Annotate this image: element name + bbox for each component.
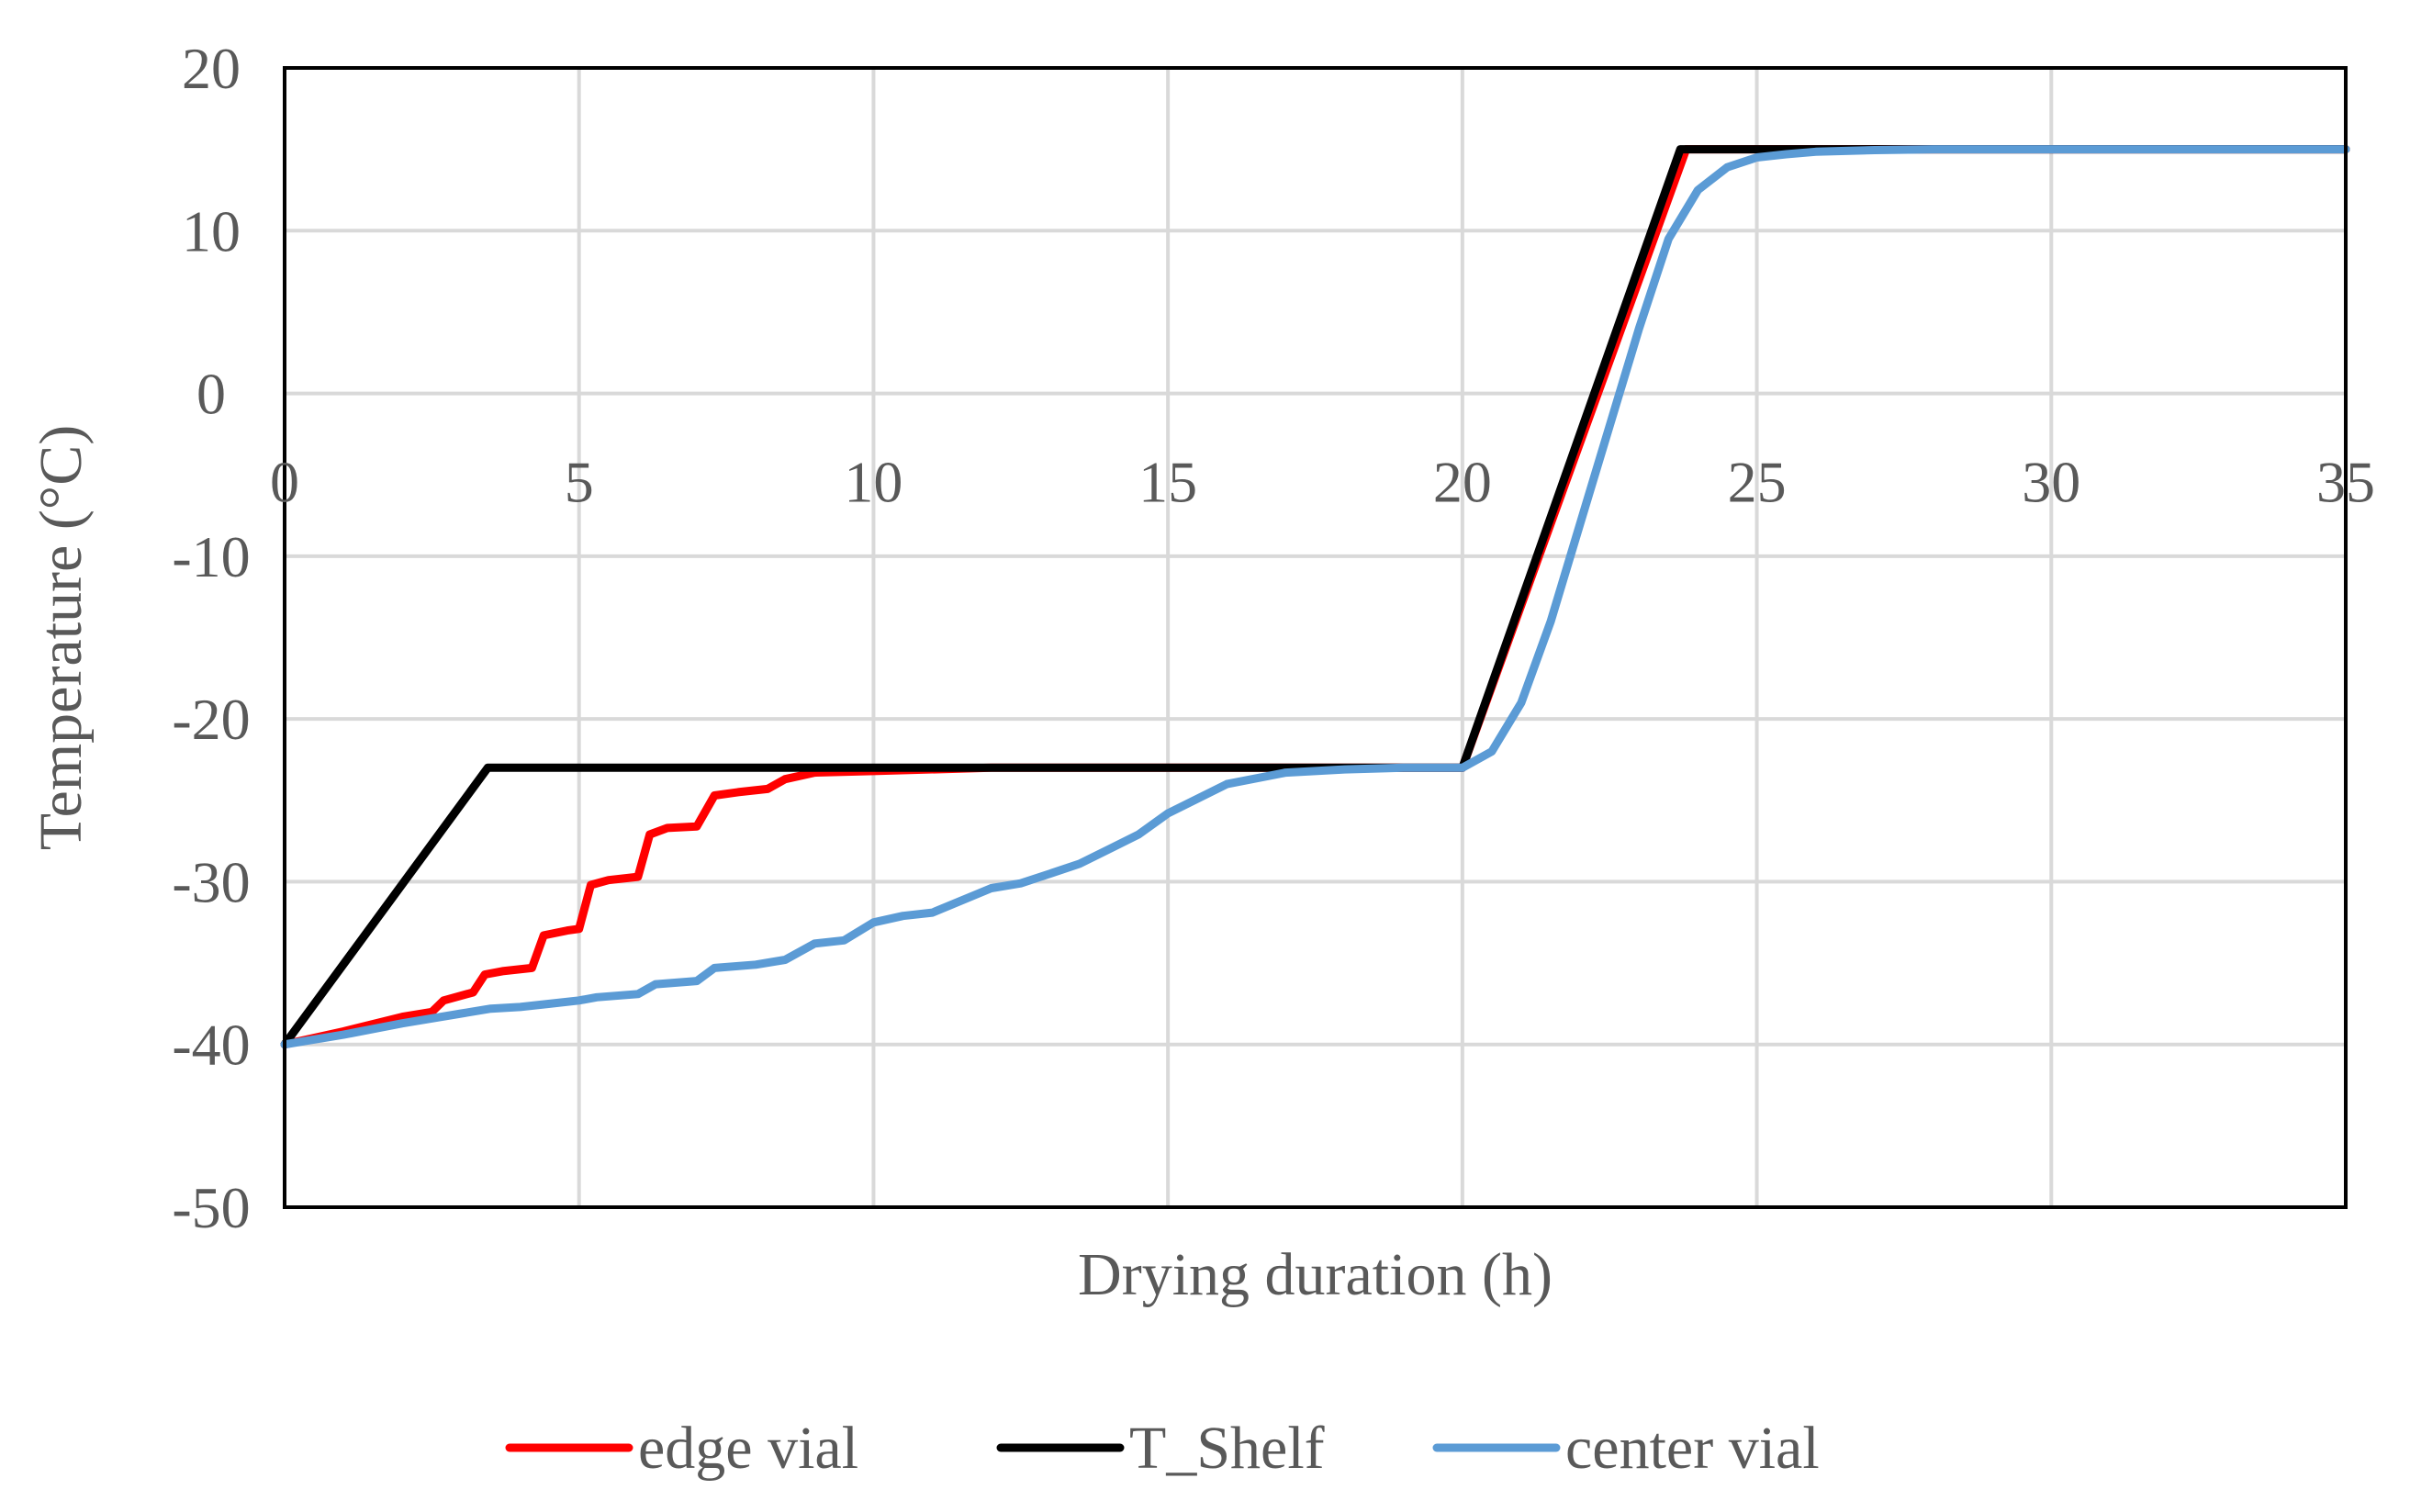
y-tick-label: -50 [172,1175,250,1240]
legend-item: center vial [1432,1415,1820,1482]
legend-label: edge vial [638,1415,858,1482]
series-line-center-vial [280,145,2350,1049]
x-axis-title: Drying duration (h) [1078,1241,1552,1308]
x-tick-label: 5 [565,450,594,515]
y-tick-label: 0 [196,362,226,427]
y-axis-ticks: 20 10 0 -10 -20 -30 -40 -50 [172,36,250,1240]
x-tick-label: 0 [270,450,299,515]
plot-area-border [283,66,2348,1209]
x-axis-ticks: 0 5 10 15 20 25 30 35 [270,450,2375,515]
x-tick-label: 30 [2022,450,2080,515]
series-line-edge-vial [280,145,2350,1049]
y-axis-title: Temperature (°C) [28,425,95,850]
x-tick-label: 15 [1138,450,1197,515]
x-tick-label: 35 [2316,450,2375,515]
grid-lines [283,66,2348,1209]
y-tick-label: -40 [172,1013,250,1078]
y-tick-label: 10 [182,198,241,263]
legend-label: T_Shelf [1129,1415,1325,1482]
x-tick-label: 10 [844,450,902,515]
legend-label: center vial [1565,1415,1820,1482]
x-tick-label: 25 [1728,450,1787,515]
series-lines [280,145,2350,1049]
series-line-t-shelf [280,145,2350,1049]
y-tick-label: -10 [172,524,250,589]
legend-item: edge vial [505,1415,858,1482]
y-tick-label: -20 [172,687,250,752]
x-tick-label: 20 [1433,450,1492,515]
legend-item: T_Shelf [996,1415,1325,1482]
y-tick-label: 20 [182,36,241,101]
y-tick-label: -30 [172,849,250,914]
legend: edge vial T_Shelf center vial [505,1415,1820,1482]
